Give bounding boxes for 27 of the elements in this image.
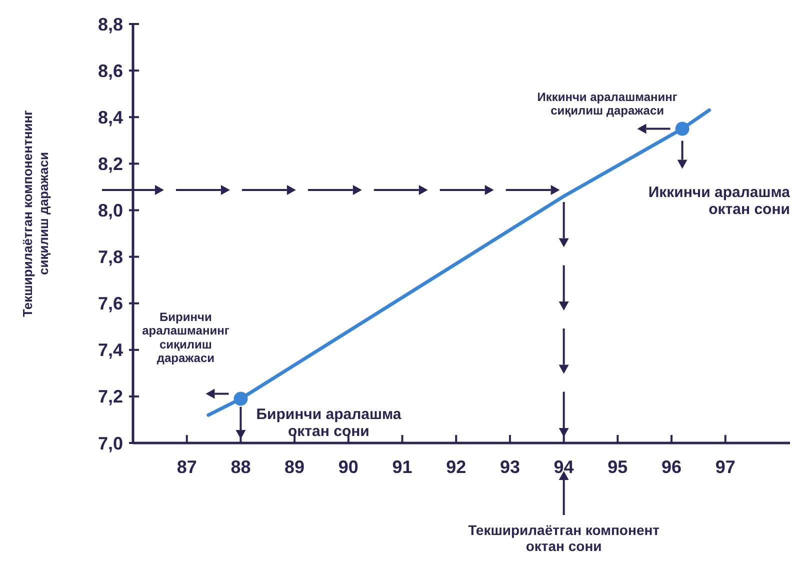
x-tick-label: 91 bbox=[392, 457, 412, 477]
y-tick-label: 8,0 bbox=[98, 200, 123, 221]
x-tick-label: 88 bbox=[230, 457, 251, 477]
x-tick-label: 90 bbox=[338, 457, 358, 477]
x-tick-label: 87 bbox=[176, 457, 197, 477]
y-axis-title: Текширилаётган компонентнинг сиқилиш даражаси bbox=[20, 109, 51, 317]
y-tick-label: 7,6 bbox=[98, 294, 123, 314]
x-tick-label: 89 bbox=[284, 457, 305, 477]
x-tick-label: 94 bbox=[554, 457, 574, 477]
y-tick-label: 7,2 bbox=[98, 386, 123, 407]
annotation: Биринчи аралашма октан сони bbox=[256, 406, 402, 440]
annotation: Иккинчи аралашманинг сиқилиш даражаси bbox=[537, 90, 678, 118]
annotation: Иккинчи аралашма октан сони bbox=[648, 184, 791, 218]
y-tick-label: 7,8 bbox=[98, 247, 123, 268]
y-tick-label: 7,0 bbox=[98, 433, 123, 454]
x-tick-label: 93 bbox=[500, 457, 520, 477]
x-tick-label: 96 bbox=[662, 457, 682, 477]
x-tick-label: 95 bbox=[608, 457, 628, 477]
text: Текширилаётган компонент октан сони bbox=[468, 522, 660, 554]
y-tick-label: 7,4 bbox=[98, 340, 123, 360]
annotation: Биринчи аралашманинг сиқилиш даражаси bbox=[142, 310, 230, 366]
y-tick-label: 8,6 bbox=[98, 60, 123, 81]
x-tick-label: 92 bbox=[446, 457, 466, 477]
y-tick-label: 8,8 bbox=[98, 14, 123, 34]
y-tick-label: 8,2 bbox=[98, 154, 123, 174]
x-tick-label: 97 bbox=[715, 457, 736, 477]
y-tick-label: 8,4 bbox=[98, 107, 123, 128]
